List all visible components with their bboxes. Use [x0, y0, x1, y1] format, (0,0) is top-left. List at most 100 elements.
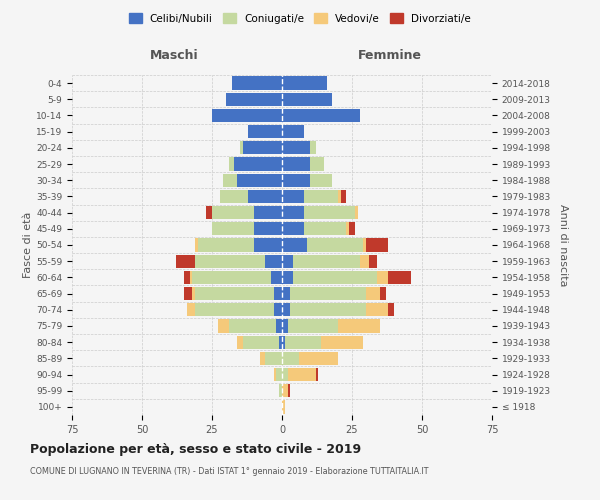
Bar [279, 384, 282, 398]
Bar [235, 158, 282, 170]
Bar [304, 222, 346, 235]
Bar [304, 190, 338, 203]
Bar [299, 352, 338, 365]
Bar [206, 206, 212, 220]
Bar [321, 336, 363, 349]
Bar [193, 287, 195, 300]
Bar [310, 174, 332, 187]
Bar [290, 303, 366, 316]
Bar [282, 109, 361, 122]
Bar [240, 141, 243, 154]
Text: Maschi: Maschi [149, 50, 199, 62]
Y-axis label: Anni di nascita: Anni di nascita [557, 204, 568, 286]
Bar [195, 303, 274, 316]
Bar [212, 109, 282, 122]
Bar [369, 254, 377, 268]
Bar [287, 368, 316, 381]
Bar [282, 287, 290, 300]
Bar [366, 303, 388, 316]
Bar [243, 141, 282, 154]
Bar [248, 125, 282, 138]
Bar [361, 254, 369, 268]
Bar [254, 222, 282, 235]
Bar [212, 206, 254, 220]
Bar [243, 336, 279, 349]
Bar [380, 287, 386, 300]
Bar [237, 174, 282, 187]
Text: Popolazione per età, sesso e stato civile - 2019: Popolazione per età, sesso e stato civil… [30, 442, 361, 456]
Bar [310, 158, 324, 170]
Bar [248, 190, 282, 203]
Bar [265, 254, 282, 268]
Bar [190, 270, 193, 284]
Bar [282, 254, 293, 268]
Bar [198, 238, 254, 252]
Bar [366, 238, 388, 252]
Bar [195, 254, 265, 268]
Bar [282, 270, 293, 284]
Bar [279, 336, 282, 349]
Bar [232, 76, 282, 90]
Bar [237, 336, 243, 349]
Bar [223, 174, 237, 187]
Bar [282, 76, 327, 90]
Bar [277, 320, 282, 332]
Bar [274, 287, 282, 300]
Bar [229, 320, 277, 332]
Bar [366, 287, 380, 300]
Bar [187, 303, 195, 316]
Bar [195, 238, 198, 252]
Bar [274, 303, 282, 316]
Bar [277, 368, 282, 381]
Bar [218, 320, 229, 332]
Bar [316, 368, 319, 381]
Bar [282, 400, 285, 413]
Bar [176, 254, 195, 268]
Bar [274, 368, 277, 381]
Bar [346, 222, 349, 235]
Bar [388, 303, 394, 316]
Bar [355, 206, 358, 220]
Bar [282, 303, 290, 316]
Bar [285, 336, 321, 349]
Bar [282, 190, 304, 203]
Legend: Celibi/Nubili, Coniugati/e, Vedovi/e, Divorziati/e: Celibi/Nubili, Coniugati/e, Vedovi/e, Di… [126, 10, 474, 26]
Bar [338, 320, 380, 332]
Bar [282, 222, 304, 235]
Bar [282, 92, 332, 106]
Bar [220, 190, 248, 203]
Bar [363, 238, 366, 252]
Bar [260, 352, 265, 365]
Bar [282, 141, 310, 154]
Bar [226, 92, 282, 106]
Bar [254, 206, 282, 220]
Text: Femmine: Femmine [358, 50, 422, 62]
Bar [293, 270, 377, 284]
Bar [377, 270, 388, 284]
Bar [388, 270, 411, 284]
Text: COMUNE DI LUGNANO IN TEVERINA (TR) - Dati ISTAT 1° gennaio 2019 - Elaborazione T: COMUNE DI LUGNANO IN TEVERINA (TR) - Dat… [30, 468, 428, 476]
Y-axis label: Fasce di età: Fasce di età [23, 212, 33, 278]
Bar [282, 158, 310, 170]
Bar [307, 238, 363, 252]
Bar [282, 125, 304, 138]
Bar [212, 222, 254, 235]
Bar [282, 174, 310, 187]
Bar [341, 190, 346, 203]
Bar [254, 238, 282, 252]
Bar [282, 368, 287, 381]
Bar [310, 141, 316, 154]
Bar [293, 254, 361, 268]
Bar [184, 287, 193, 300]
Bar [195, 287, 274, 300]
Bar [265, 352, 282, 365]
Bar [290, 287, 366, 300]
Bar [349, 222, 355, 235]
Bar [282, 336, 285, 349]
Bar [271, 270, 282, 284]
Bar [193, 270, 271, 284]
Bar [338, 190, 341, 203]
Bar [282, 384, 287, 398]
Bar [287, 320, 338, 332]
Bar [282, 206, 304, 220]
